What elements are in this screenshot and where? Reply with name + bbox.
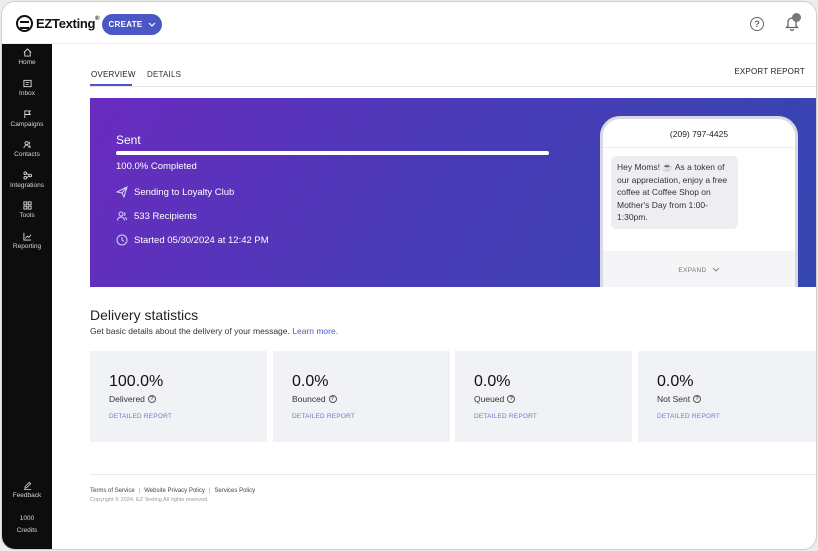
tab-overview[interactable]: OVERVIEW	[91, 70, 136, 79]
privacy-link[interactable]: Website Privacy Policy	[144, 488, 205, 494]
info-icon[interactable]: ?	[507, 395, 516, 403]
export-report-link[interactable]: EXPORT REPORT	[734, 67, 805, 76]
sidebar-item-label: Contacts	[14, 151, 40, 158]
stat-label: Queued ?	[474, 394, 516, 404]
sidebar-item-contacts[interactable]: Contacts	[2, 140, 52, 158]
credits-display: 1000 Credits	[2, 513, 52, 537]
active-tab-indicator	[90, 84, 132, 86]
send-icon	[116, 186, 128, 198]
sidebar: Home Inbox Campaigns Contacts Integratio…	[2, 44, 52, 549]
info-icon[interactable]: ?	[693, 395, 702, 403]
progress-bar	[116, 151, 549, 155]
flag-icon	[23, 110, 31, 119]
detailed-report-link[interactable]: DETAILED REPORT	[474, 413, 538, 420]
credits-value: 1000	[19, 515, 35, 522]
expand-label: EXPAND	[678, 267, 707, 274]
stat-value: 0.0%	[292, 373, 329, 390]
sidebar-item-label: Integrations	[10, 182, 44, 189]
detailed-report-link[interactable]: DETAILED REPORT	[109, 413, 173, 420]
inbox-icon	[22, 79, 32, 88]
top-header: EZTexting® CREATE ?	[2, 2, 816, 44]
chevron-down-icon	[148, 22, 155, 27]
campaign-status-banner: Sent 100.0% Completed Sending to Loyalty…	[90, 98, 816, 287]
started-text: Started 05/30/2024 at 12:42 PM	[134, 234, 269, 246]
stat-label: Not Sent ?	[657, 394, 702, 404]
tabs-divider	[90, 86, 816, 87]
sending-to-text: Sending to Loyalty Club	[134, 186, 235, 198]
recipients-text: 533 Recipients	[134, 210, 197, 222]
completion-text: 100.0% Completed	[116, 161, 197, 172]
create-button-label: CREATE	[108, 20, 143, 29]
started-row: Started 05/30/2024 at 12:42 PM	[116, 234, 269, 246]
footer-separator: |	[138, 488, 141, 494]
help-icon[interactable]: ?	[750, 17, 764, 31]
logo-text: EZTexting®	[36, 16, 100, 31]
message-preview-phone: (209) 797-4425 Hey Moms! ☕ As a token of…	[600, 116, 798, 287]
progress-bar-fill	[116, 151, 549, 155]
footer-separator: |	[208, 488, 211, 494]
stat-value: 0.0%	[474, 373, 511, 390]
credits-label: Credits	[16, 527, 38, 534]
sending-to-row: Sending to Loyalty Club	[116, 186, 234, 198]
tools-icon	[22, 201, 32, 210]
detailed-report-link[interactable]: DETAILED REPORT	[292, 413, 356, 420]
chart-icon	[22, 232, 31, 241]
terms-link[interactable]: Terms of Service	[90, 488, 135, 494]
sidebar-item-home[interactable]: Home	[2, 48, 52, 66]
stat-label: Delivered ?	[109, 394, 156, 404]
status-title: Sent	[116, 133, 141, 147]
sidebar-item-label: Inbox	[19, 90, 35, 97]
delivery-statistics-description: Get basic details about the delivery of …	[90, 326, 339, 336]
sidebar-item-inbox[interactable]: Inbox	[2, 79, 52, 97]
chevron-down-icon	[712, 267, 719, 272]
stat-label: Bounced ?	[292, 394, 337, 404]
tab-details[interactable]: DETAILS	[147, 70, 182, 79]
sidebar-item-label: Campaigns	[10, 121, 44, 128]
clock-icon	[116, 234, 128, 246]
copyright-text: Copyright © 2024, EZ Texting All rights …	[90, 497, 209, 503]
stat-card-delivered: 100.0% Delivered ? DETAILED REPORT	[90, 351, 267, 442]
logo[interactable]: EZTexting®	[16, 15, 100, 32]
stat-card-queued: 0.0% Queued ? DETAILED REPORT	[455, 351, 632, 442]
stat-card-not-sent: 0.0% Not Sent ? DETAILED REPORT	[638, 351, 816, 442]
feedback-label: Feedback	[12, 492, 42, 499]
sidebar-item-tools[interactable]: Tools	[2, 201, 52, 219]
stat-value: 100.0%	[109, 373, 164, 390]
stat-card-bounced: 0.0% Bounced ? DETAILED REPORT	[273, 351, 450, 442]
delivery-statistics-title: Delivery statistics	[90, 307, 199, 323]
message-bubble: Hey Moms! ☕ As a token of our appreciati…	[611, 156, 738, 229]
pencil-icon	[23, 481, 31, 490]
contacts-icon	[22, 141, 31, 149]
services-policy-link[interactable]: Services Policy	[214, 488, 256, 494]
learn-more-link[interactable]: Learn more.	[292, 326, 339, 336]
recipients-icon	[117, 211, 127, 221]
phone-footer	[603, 251, 795, 287]
stat-value: 0.0%	[657, 373, 694, 390]
footer-links: Terms of Service | Website Privacy Policy |…	[90, 488, 255, 494]
sidebar-item-reporting[interactable]: Reporting	[2, 232, 52, 250]
sidebar-item-integrations[interactable]: Integrations	[2, 171, 52, 189]
info-icon[interactable]: ?	[328, 395, 337, 403]
home-icon	[23, 48, 31, 57]
footer-divider	[90, 474, 816, 475]
logo-mark-icon	[16, 15, 33, 32]
info-icon[interactable]: ?	[147, 395, 156, 403]
sidebar-item-campaigns[interactable]: Campaigns	[2, 110, 52, 128]
recipients-row: 533 Recipients	[116, 210, 197, 222]
notification-badge	[792, 13, 801, 22]
feedback-button[interactable]: Feedback	[2, 481, 52, 499]
sidebar-item-label: Tools	[19, 212, 35, 219]
sidebar-item-label: Home	[18, 59, 36, 66]
sidebar-item-label: Reporting	[12, 243, 42, 250]
expand-button[interactable]: EXPAND	[603, 267, 795, 274]
phone-number: (209) 797-4425	[669, 129, 729, 139]
phone-divider	[603, 147, 795, 148]
create-button[interactable]: CREATE	[102, 14, 162, 35]
detailed-report-link[interactable]: DETAILED REPORT	[657, 413, 721, 420]
integrations-icon	[22, 171, 32, 180]
